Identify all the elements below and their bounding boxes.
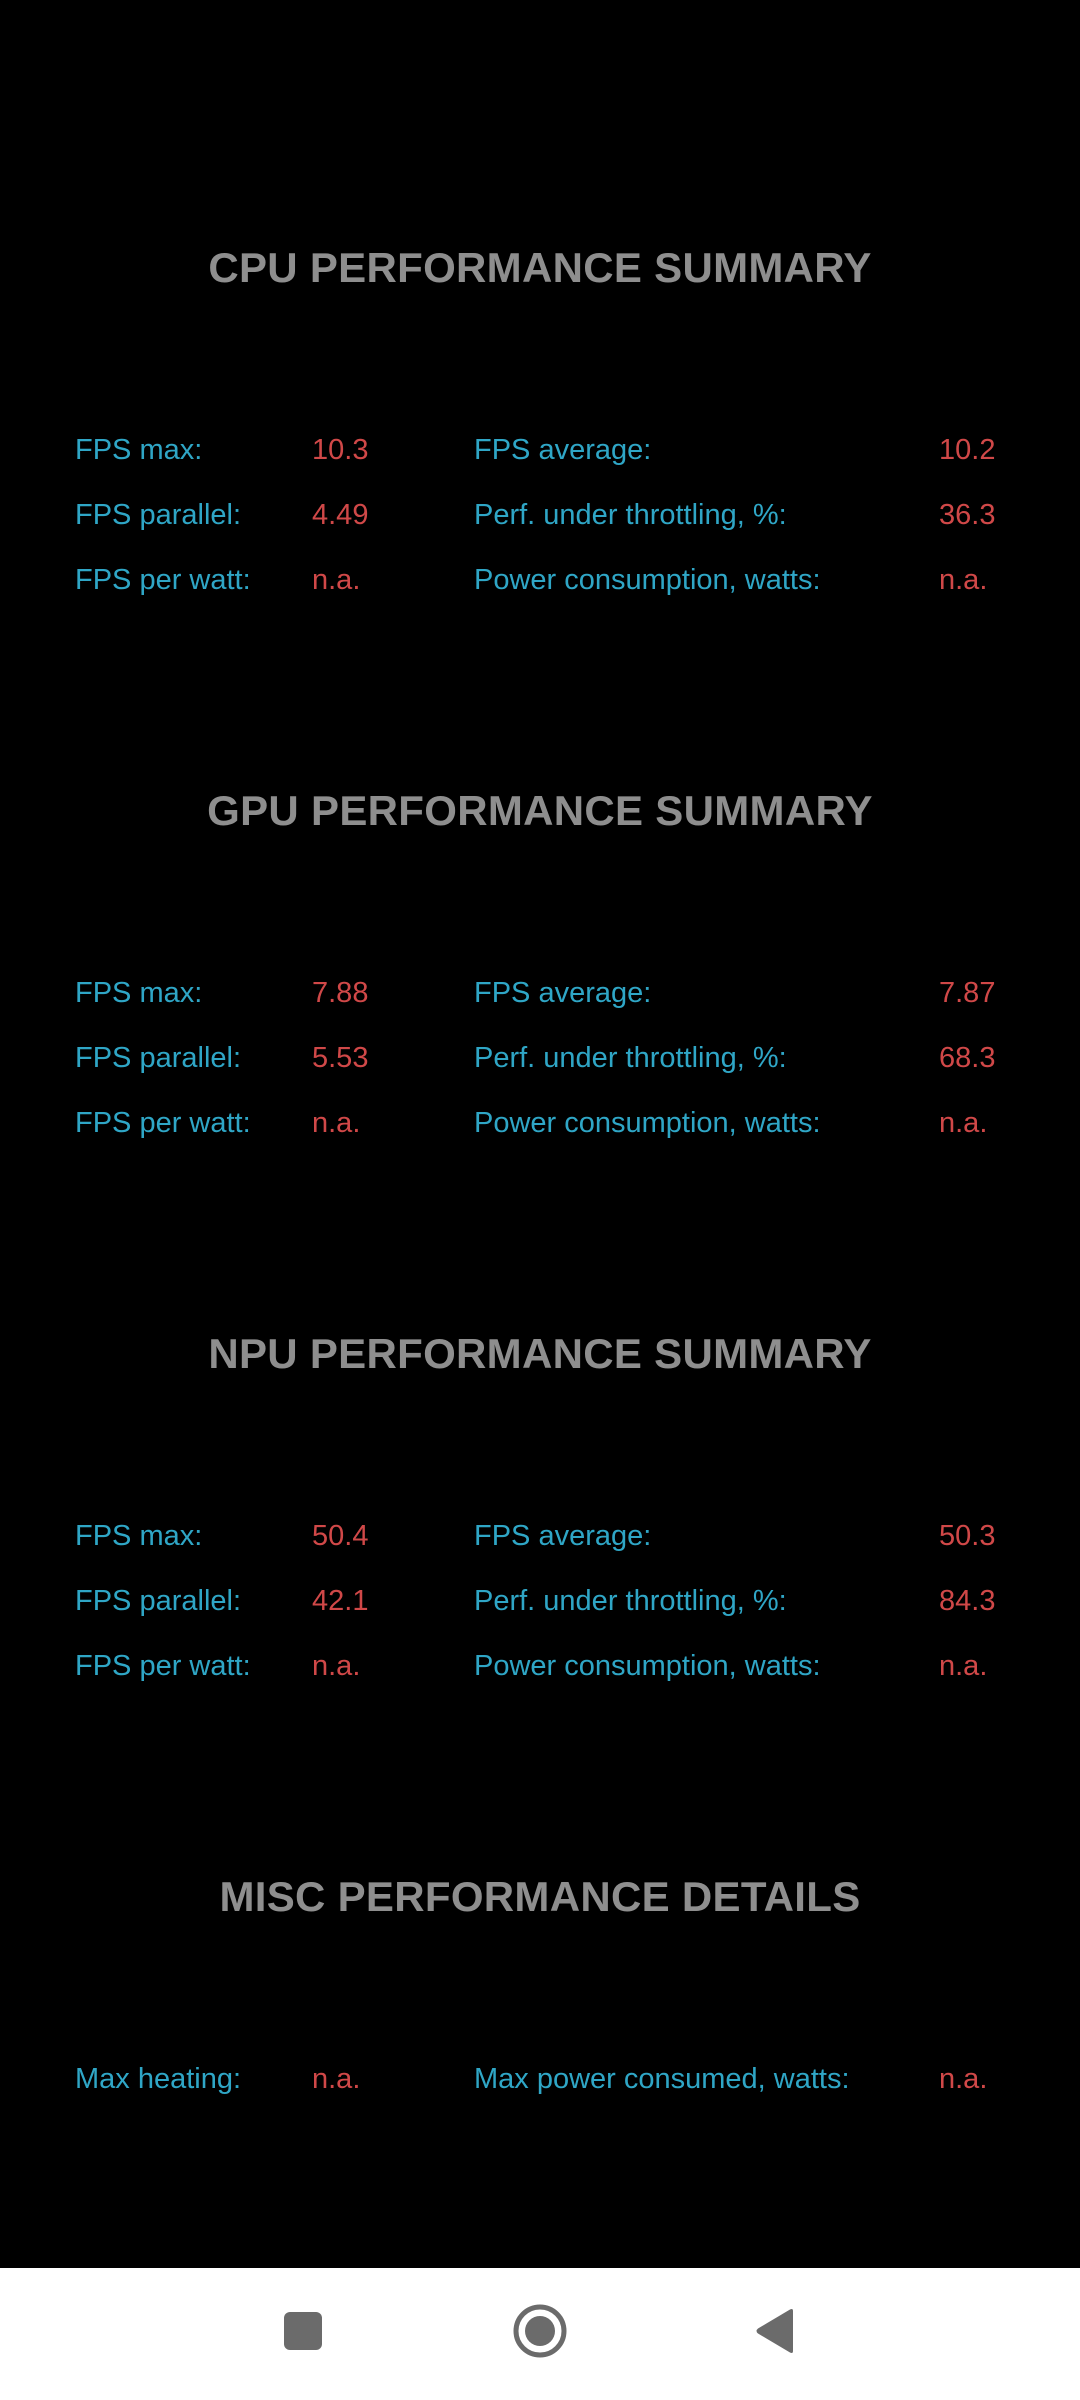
home-button[interactable]: [505, 2298, 575, 2368]
stat-label: FPS average:: [474, 1520, 652, 1552]
stat-label: Power consumption, watts:: [474, 1107, 821, 1139]
stat-value: 36.3: [939, 499, 996, 531]
back-button[interactable]: [740, 2298, 810, 2368]
stat-row: FPS max: 50.4 FPS average: 50.3: [0, 1520, 1080, 1570]
stat-value: 42.1: [312, 1585, 369, 1617]
stat-label: Max heating:: [75, 2063, 242, 2095]
stat-row: FPS parallel: 5.53 Perf. under throttlin…: [0, 1042, 1080, 1092]
stat-label: Perf. under throttling, %:: [474, 1042, 787, 1074]
stat-value: 10.2: [939, 434, 996, 466]
stat-value: 5.53: [312, 1042, 369, 1074]
stat-value: 7.88: [312, 977, 369, 1009]
stat-value: 50.3: [939, 1520, 996, 1552]
stat-value: 7.87: [939, 977, 996, 1009]
stat-label: FPS average:: [474, 434, 652, 466]
stat-row: FPS max: 7.88 FPS average: 7.87: [0, 977, 1080, 1027]
section-title: NPU PERFORMANCE SUMMARY: [208, 1330, 872, 1377]
stat-value: n.a.: [939, 564, 988, 596]
stat-label: FPS parallel:: [75, 1585, 242, 1617]
stat-label: FPS average:: [474, 977, 652, 1009]
stat-value: n.a.: [939, 1650, 988, 1682]
stat-value: n.a.: [312, 1650, 361, 1682]
stat-label: FPS max:: [75, 1520, 203, 1552]
section-title: CPU PERFORMANCE SUMMARY: [208, 244, 872, 291]
stat-value: 84.3: [939, 1585, 996, 1617]
system-navigation-bar: [0, 2268, 1080, 2400]
stat-value: 50.4: [312, 1520, 369, 1552]
section-title: MISC PERFORMANCE DETAILS: [219, 1873, 861, 1920]
stat-row: FPS per watt: n.a. Power consumption, wa…: [0, 564, 1080, 614]
stat-row: FPS max: 10.3 FPS average: 10.2: [0, 434, 1080, 484]
stat-label: FPS max:: [75, 977, 203, 1009]
stat-row: FPS per watt: n.a. Power consumption, wa…: [0, 1650, 1080, 1700]
stat-value: n.a.: [939, 2063, 988, 2095]
stat-label: FPS max:: [75, 434, 203, 466]
recents-button[interactable]: [268, 2298, 338, 2368]
stat-label: FPS parallel:: [75, 1042, 242, 1074]
stat-value: n.a.: [312, 1107, 361, 1139]
stat-row: FPS parallel: 42.1 Perf. under throttlin…: [0, 1585, 1080, 1635]
stat-label: Perf. under throttling, %:: [474, 499, 787, 531]
stat-label: FPS per watt:: [75, 564, 251, 596]
stat-label: Max power consumed, watts:: [474, 2063, 850, 2095]
stat-value: n.a.: [312, 564, 361, 596]
stat-label: FPS per watt:: [75, 1650, 251, 1682]
stat-row: FPS parallel: 4.49 Perf. under throttlin…: [0, 499, 1080, 549]
stat-label: FPS per watt:: [75, 1107, 251, 1139]
stat-value: n.a.: [939, 1107, 988, 1139]
section-title: GPU PERFORMANCE SUMMARY: [207, 787, 873, 834]
circle-home-icon: [512, 2303, 568, 2364]
stat-value: 68.3: [939, 1042, 996, 1074]
stat-label: Perf. under throttling, %:: [474, 1585, 787, 1617]
results-content: CPU PERFORMANCE SUMMARY FPS max: 10.3 FP…: [0, 244, 1080, 2113]
stat-row: Max heating: n.a. Max power consumed, wa…: [0, 2063, 1080, 2113]
stat-label: FPS parallel:: [75, 499, 242, 531]
stat-label: Power consumption, watts:: [474, 1650, 821, 1682]
stat-label: Power consumption, watts:: [474, 564, 821, 596]
square-icon: [283, 2311, 323, 2356]
stat-value: 10.3: [312, 434, 369, 466]
stat-value: 4.49: [312, 499, 369, 531]
triangle-back-icon: [753, 2307, 797, 2360]
stat-row: FPS per watt: n.a. Power consumption, wa…: [0, 1107, 1080, 1157]
stat-value: n.a.: [312, 2063, 361, 2095]
